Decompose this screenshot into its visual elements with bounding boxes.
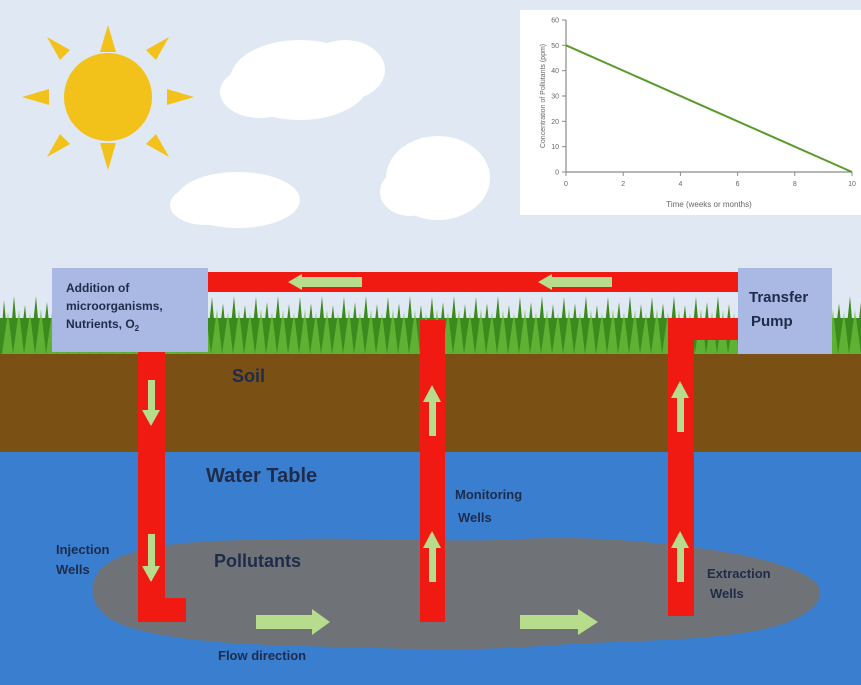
addition-label-subscript: 2 [135,324,140,333]
x-tick-label: 0 [564,181,568,188]
pollutant-concentration-line [565,44,853,173]
transfer-pump-label: Transfer Pump [749,289,812,330]
chart-ylabel: Concentration of Pollutants (ppm) [540,44,547,148]
extraction-line1: Extraction [707,566,771,581]
monitoring-wells-label: Monitoring Wells [455,487,526,525]
x-tick-label: 8 [793,181,797,188]
y-tick-label: 0 [555,170,559,177]
cloud [170,172,300,228]
addition-label-line3: Nutrients, O [66,317,135,331]
extraction-wells-label: Extraction Wells [707,566,774,601]
y-tick-label: 30 [551,94,559,101]
y-tick-label: 60 [551,18,559,25]
addition-label: Addition of microorganisms, Nutrients, O… [66,281,166,333]
chart-xlabel: Time (weeks or months) [666,200,752,209]
injection-wells-label: Injection Wells [56,542,113,577]
y-tick-label: 10 [551,144,559,151]
water-table-label: Water Table [206,465,317,487]
soil-label: Soil [232,366,265,386]
flow-direction-label: Flow direction [218,648,306,663]
monitoring-line1: Monitoring [455,487,522,502]
cloud [220,40,385,120]
x-tick-label: 6 [736,181,740,188]
addition-label-line1: Addition of [66,281,130,295]
chart-panel: 0 2 4 6 8 10 0 10 20 30 40 50 60 Time (weeks or mont… [520,10,861,215]
y-tick-label: 50 [551,43,559,50]
y-tick-label: 40 [551,68,559,75]
cloud [380,136,490,220]
pollutants-label: Pollutants [214,551,301,571]
injection-line2: Wells [56,562,90,577]
x-tick-label: 4 [678,181,682,188]
x-tick-label: 2 [621,181,625,188]
transfer-pump-line1: Transfer [749,289,808,306]
y-tick-label: 20 [551,119,559,126]
x-tick-label: 10 [848,181,856,188]
monitoring-line2: Wells [458,510,492,525]
addition-box [52,268,208,352]
extraction-line2: Wells [710,586,744,601]
sun-icon [22,25,194,170]
addition-label-line2: microorganisms, [66,299,163,313]
transfer-pump-box [738,268,832,354]
injection-line1: Injection [56,542,110,557]
flow-arrows [142,274,689,635]
transfer-pump-line2: Pump [751,313,793,330]
